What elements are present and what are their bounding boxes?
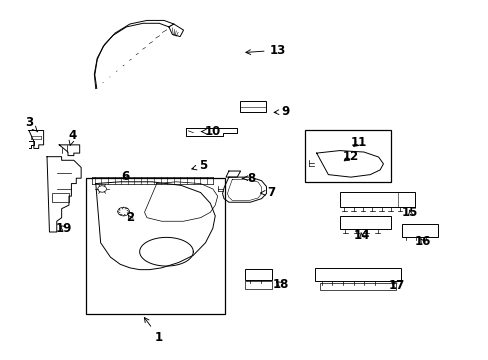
Text: 18: 18	[272, 278, 289, 291]
Text: 6: 6	[121, 170, 129, 183]
Text: 5: 5	[191, 159, 207, 172]
Text: 16: 16	[413, 235, 430, 248]
Bar	[245, 282, 272, 289]
Bar	[339, 216, 390, 229]
Text: 7: 7	[260, 186, 275, 199]
Bar	[52, 193, 69, 202]
Text: 11: 11	[350, 136, 366, 149]
Bar	[401, 224, 437, 237]
Text: 8: 8	[242, 172, 255, 185]
Text: 14: 14	[353, 229, 369, 242]
Text: 17: 17	[387, 279, 404, 292]
Bar	[315, 267, 400, 281]
Text: 15: 15	[401, 207, 418, 220]
Bar	[239, 101, 266, 112]
Text: 9: 9	[274, 105, 289, 118]
Text: 4: 4	[69, 129, 77, 145]
Text: 12: 12	[342, 150, 358, 163]
Bar	[320, 283, 395, 290]
Bar	[245, 269, 272, 280]
Text: 13: 13	[245, 44, 285, 57]
Text: 10: 10	[201, 125, 221, 138]
Text: 3: 3	[25, 116, 38, 132]
Bar	[305, 130, 390, 182]
Bar	[86, 178, 224, 315]
Text: 1: 1	[144, 318, 163, 344]
Bar	[339, 192, 414, 207]
Text: 2: 2	[125, 211, 134, 224]
Text: 19: 19	[56, 222, 72, 235]
